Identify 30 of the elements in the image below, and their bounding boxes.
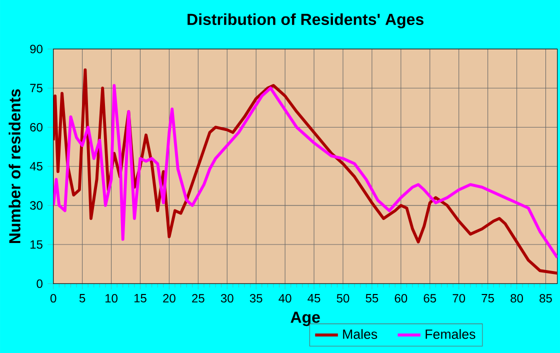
x-tick-label: 45 bbox=[308, 294, 320, 302]
x-tick-label: 15 bbox=[134, 294, 146, 302]
y-tick-label: 15 bbox=[30, 240, 42, 249]
y-tick-label: 90 bbox=[30, 44, 42, 54]
x-tick-label: 30 bbox=[220, 294, 234, 303]
x-tick-label: 20 bbox=[163, 294, 176, 303]
legend-label: Males bbox=[343, 329, 378, 339]
y-tick-label: 45 bbox=[30, 162, 42, 171]
legend-label: Females bbox=[426, 329, 476, 339]
x-tick-label: 10 bbox=[106, 294, 118, 303]
x-tick-label: 75 bbox=[482, 294, 494, 302]
y-tick-label: 60 bbox=[30, 122, 42, 132]
x-tick-label: 25 bbox=[192, 294, 204, 303]
y-axis-title: Number of residents bbox=[8, 89, 20, 244]
x-tick-label: 60 bbox=[394, 294, 408, 303]
x-tick-label: 70 bbox=[452, 294, 466, 303]
x-tick-label: 50 bbox=[336, 294, 350, 303]
x-tick-label: 40 bbox=[278, 294, 292, 303]
y-tick-label: 30 bbox=[30, 201, 42, 210]
x-tick-label: 55 bbox=[366, 294, 378, 302]
x-tick-label: 80 bbox=[510, 294, 523, 303]
x-tick-label: 85 bbox=[540, 294, 552, 303]
y-tick-label: 75 bbox=[30, 84, 42, 92]
chart-title: Distribution of Residents' Ages bbox=[188, 13, 424, 28]
x-tick-label: 5 bbox=[79, 294, 86, 302]
x-tick-label: 35 bbox=[250, 294, 262, 303]
x-tick-label: 65 bbox=[424, 294, 436, 303]
x-tick-label: 0 bbox=[50, 294, 56, 303]
x-axis-title: Age bbox=[290, 312, 320, 326]
y-tick-label: 0 bbox=[36, 279, 42, 288]
